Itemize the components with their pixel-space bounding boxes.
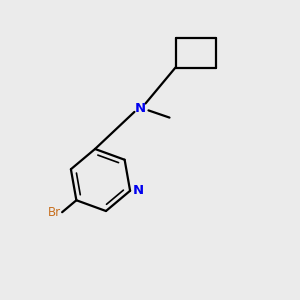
Text: N: N xyxy=(135,101,146,115)
Text: Br: Br xyxy=(48,206,61,219)
Text: N: N xyxy=(133,184,144,197)
